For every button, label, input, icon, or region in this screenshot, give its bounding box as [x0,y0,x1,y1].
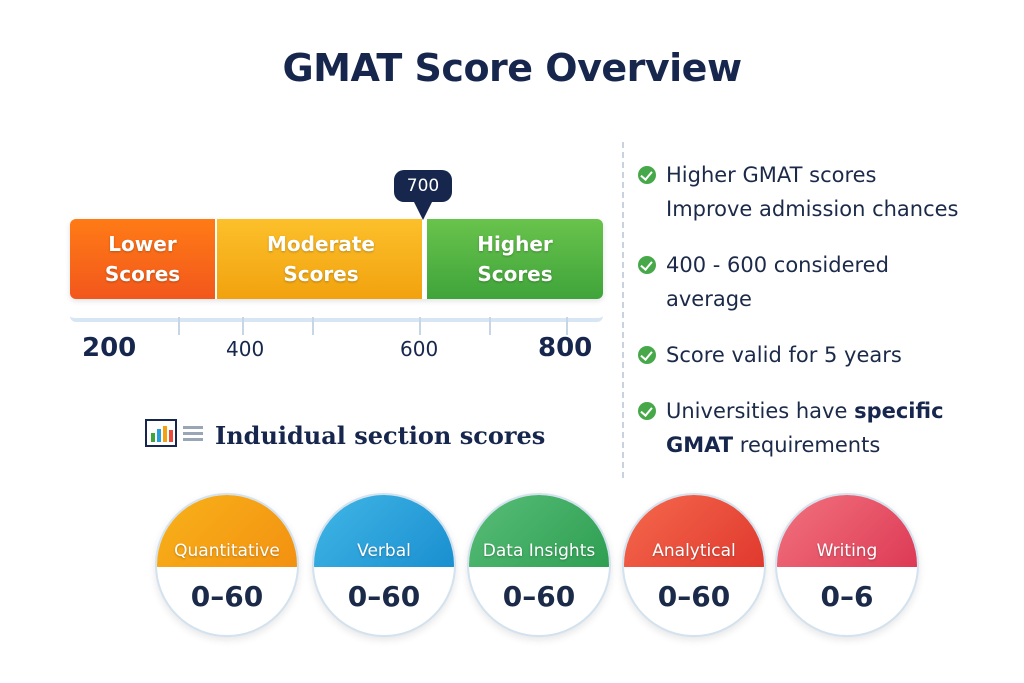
bullet-text: requirements [733,433,881,457]
scale-tick [489,317,491,335]
section-title: Induidual section scores [215,420,546,450]
check-icon [638,346,656,364]
check-icon [638,166,656,184]
section-range: 0–60 [347,579,421,613]
section-card-data-insights: Data Insights 0–60 [467,493,611,637]
bullet-bold-text: GMAT [666,433,734,457]
tick-label-400: 400 [226,337,265,361]
tick-label-600: 600 [400,337,439,361]
section-name: Writing [777,495,917,567]
check-icon [638,256,656,274]
segment-label-line1: Moderate [266,232,375,256]
segment-lower-scores: Lower Scores [70,219,217,299]
bar-chart-icon [145,417,205,453]
list-item: Universities have specific GMAT requireme… [638,394,1008,462]
column-divider [622,142,624,478]
section-card-quantitative: Quantitative 0–60 [155,493,299,637]
scale-tick [419,317,421,335]
marker-pointer-icon [413,200,433,220]
tick-label-200: 200 [82,333,137,363]
section-range: 0–6 [820,579,874,613]
section-card-writing: Writing 0–6 [775,493,919,637]
bullet-line1: 400 - 600 considered [666,253,889,277]
section-card-analytical: Analytical 0–60 [622,493,766,637]
score-marker: 700 [394,170,452,202]
list-item: Score valid for 5 years [638,338,1008,372]
score-range-bar: Lower Scores Moderate Scores Higher Scores [70,219,603,299]
bullet-line2: Improve admission chances [666,197,959,221]
section-scores-header: Induidual section scores [145,417,545,453]
section-name: Quantitative [157,495,297,567]
key-facts-list: Higher GMAT scores Improve admission chan… [638,158,1008,484]
bullet-line2: average [666,287,752,311]
page-title: GMAT Score Overview [282,46,742,90]
scale-tick [242,317,244,335]
section-name: Analytical [624,495,764,567]
bullet-text: Universities have [666,399,855,423]
section-name: Verbal [314,495,454,567]
segment-label-line2: Scores [283,262,359,286]
section-range: 0–60 [502,579,576,613]
segment-label-line1: Lower [108,232,177,256]
section-range: 0–60 [190,579,264,613]
segment-moderate-scores: Moderate Scores [217,219,427,299]
list-item: 400 - 600 considered average [638,248,1008,316]
bullet-line1: Score valid for 5 years [666,343,902,367]
bullet-line1: Higher GMAT scores [666,163,877,187]
segment-label-line1: Higher [477,232,553,256]
tick-label-800: 800 [538,333,593,363]
section-range: 0–60 [657,579,731,613]
segment-higher-scores: Higher Scores [427,219,603,299]
scale-tick [312,317,314,335]
bullet-bold-text: specific [854,399,944,423]
section-card-verbal: Verbal 0–60 [312,493,456,637]
marker-line [422,219,425,299]
scale-tick [566,317,568,335]
segment-label-line2: Scores [104,262,181,286]
scale-ruler [70,306,603,322]
segment-label-line2: Scores [477,262,553,286]
section-name: Data Insights [469,495,609,567]
check-icon [638,402,656,420]
scale-tick [178,317,180,335]
list-item: Higher GMAT scores Improve admission chan… [638,158,1008,226]
